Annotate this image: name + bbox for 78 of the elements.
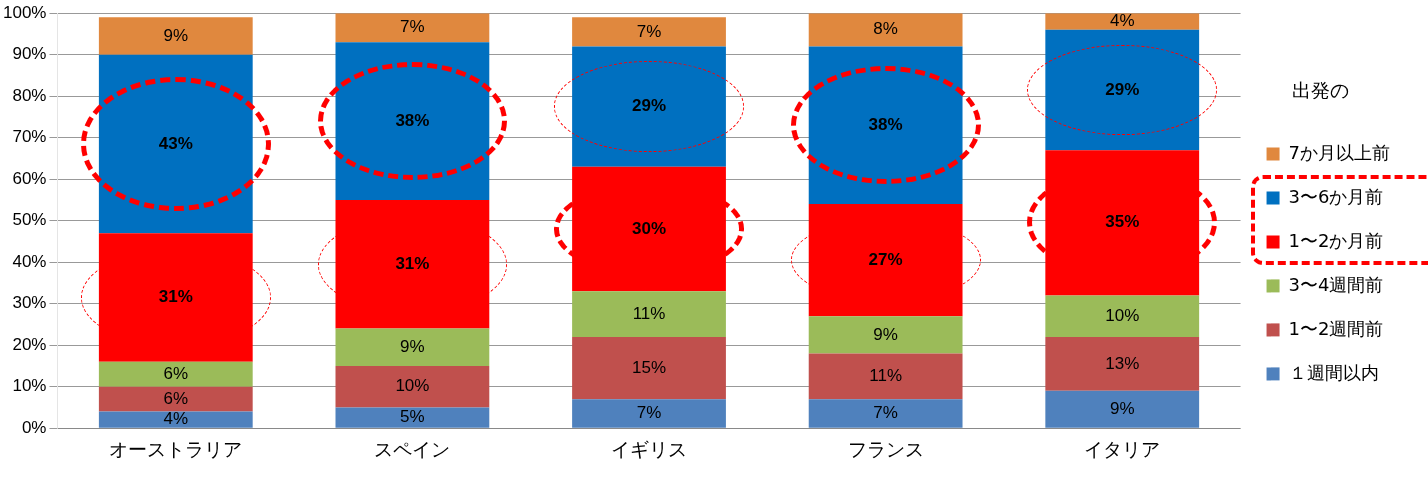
legend-label: 3〜6か月前	[1288, 185, 1384, 207]
data-label: 6%	[163, 388, 189, 408]
data-label: 43%	[158, 133, 193, 153]
data-label: 9%	[400, 336, 425, 356]
data-label: 35%	[1105, 212, 1140, 232]
bar	[808, 399, 963, 428]
y-tick-label: 30%	[12, 293, 47, 313]
y-tick-label: 80%	[12, 85, 47, 105]
data-label: 29%	[1105, 79, 1140, 99]
bar	[98, 361, 253, 387]
bar	[335, 13, 490, 43]
x-tick-label: フランス	[847, 437, 924, 460]
data-label: 7%	[636, 403, 662, 423]
bar	[572, 46, 726, 167]
data-label: 11%	[869, 366, 903, 386]
data-label: 31%	[395, 253, 430, 273]
bar	[335, 407, 490, 428]
bar	[1045, 13, 1200, 30]
legend-label: 1〜2週間前	[1288, 317, 1384, 339]
bar	[808, 353, 963, 400]
bar	[808, 316, 963, 354]
data-label: 9%	[1109, 398, 1135, 418]
x-tick-label: イタリア	[1084, 437, 1161, 460]
data-label: 7%	[636, 21, 662, 41]
y-tick-label: 100%	[3, 2, 47, 22]
data-label: 7%	[873, 403, 898, 423]
data-label: 38%	[868, 114, 903, 134]
legend-label: １週間以内	[1288, 361, 1379, 383]
x-tick-label: イギリス	[611, 437, 688, 460]
data-label: 10%	[395, 376, 430, 396]
data-label: 9%	[163, 25, 189, 45]
data-label: 11%	[632, 303, 666, 323]
x-tick-label: オーストラリア	[109, 437, 243, 460]
bar	[808, 204, 963, 317]
bar	[98, 233, 253, 362]
bar	[1045, 295, 1200, 337]
y-tick-label: 60%	[12, 168, 47, 188]
bar	[98, 411, 253, 428]
bar	[1045, 336, 1200, 391]
y-tick-label: 20%	[12, 334, 47, 354]
data-label: 27%	[868, 249, 903, 269]
data-label: 10%	[1105, 305, 1140, 325]
legend-label: 1〜2か月前	[1288, 229, 1384, 251]
data-label: 7%	[400, 17, 425, 37]
data-label: 9%	[873, 324, 898, 344]
y-tick-label: 40%	[12, 251, 47, 271]
data-label: 6%	[163, 363, 189, 383]
y-tick-label: 50%	[12, 210, 47, 230]
bar	[572, 17, 726, 47]
data-label: 15%	[632, 357, 667, 377]
bar	[335, 328, 490, 366]
bar	[1045, 29, 1200, 151]
data-label: 30%	[632, 218, 667, 238]
legend-label: 3〜4週間前	[1288, 273, 1384, 295]
bar	[1045, 390, 1200, 428]
data-label: 31%	[158, 287, 193, 307]
data-label: 38%	[395, 110, 430, 130]
data-label: 8%	[873, 19, 898, 39]
x-tick-label: スペイン	[374, 437, 451, 460]
bar	[98, 17, 253, 55]
y-tick-label: 0%	[21, 417, 47, 437]
bar	[335, 365, 490, 408]
legend-title: 出発の	[1291, 78, 1349, 101]
data-label: 4%	[1109, 11, 1135, 31]
y-tick-label: 70%	[12, 127, 47, 147]
data-label: 29%	[632, 96, 667, 116]
bar	[572, 291, 726, 337]
y-tick-label: 10%	[12, 376, 47, 396]
data-label: 5%	[400, 407, 425, 427]
bar	[98, 386, 253, 412]
data-label: 13%	[1105, 353, 1140, 373]
bar	[335, 199, 490, 329]
bar	[572, 336, 726, 400]
legend-label: 7か月以上前	[1288, 141, 1390, 163]
bar	[572, 399, 726, 428]
y-tick-label: 90%	[12, 44, 47, 64]
data-label: 4%	[163, 409, 189, 429]
bar	[808, 13, 963, 47]
